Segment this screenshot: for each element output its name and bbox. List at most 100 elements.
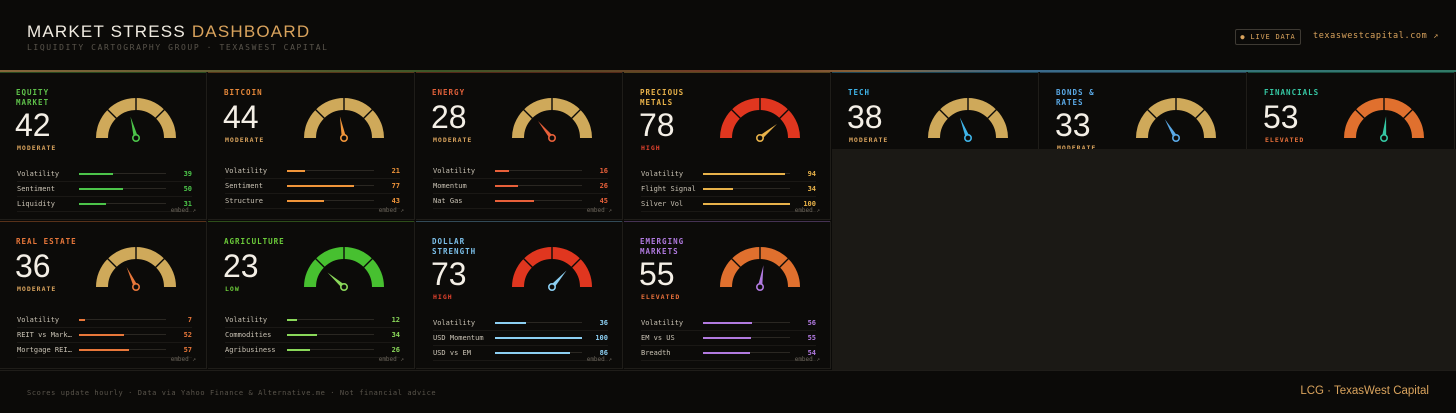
embed-link[interactable]: embed ↗ — [586, 207, 612, 214]
metric-value: 55 — [807, 334, 816, 342]
gauge-chart — [720, 97, 800, 142]
gauge-hub — [755, 133, 764, 142]
embed-link[interactable]: embed ↗ — [378, 207, 404, 214]
gauge-hub — [131, 282, 140, 291]
page-title: MARKET STRESS DASHBOARD — [27, 22, 310, 42]
title-main: MARKET STRESS — [27, 22, 186, 41]
metric-bar-fill — [79, 333, 125, 336]
gauge-tick — [362, 257, 374, 269]
card-level: MODERATE — [17, 144, 57, 152]
metric-row: Agribusiness 26 — [225, 343, 400, 358]
metric-bar-fill — [495, 199, 535, 202]
card-level: MODERATE — [433, 136, 473, 144]
metric-value: 86 — [599, 349, 608, 357]
metric-bar-fill — [703, 351, 750, 354]
metric-list: Volatility 56 EM vs US 55 Breadth 54 — [641, 316, 816, 361]
metric-row: Volatility 36 — [433, 316, 608, 331]
metric-bar-track — [79, 202, 166, 205]
metric-value: 100 — [803, 200, 816, 208]
header: MARKET STRESS DASHBOARD LIQUIDITY CARTOG… — [0, 0, 1456, 72]
gauge-tick — [1194, 108, 1206, 120]
card-accent-bar — [208, 72, 414, 73]
metric-bar-track — [495, 351, 582, 354]
metric-value: 26 — [391, 346, 400, 354]
stress-card[interactable]: ENERGY 28 MODERATE Volatility 16 Momentum 26 Na… — [416, 72, 623, 220]
metric-row: Nat Gas 45 — [433, 194, 608, 209]
gauge-needle — [130, 116, 139, 139]
gauge-needle — [126, 267, 138, 288]
metric-bar-track — [287, 348, 374, 351]
stress-card[interactable]: EQUITY MARKET 42 MODERATE Volatility 39 Senti… — [0, 72, 207, 220]
stress-card[interactable]: BITCOIN 44 MODERATE Volatility 21 Sentiment 77… — [208, 72, 415, 220]
gauge-chart — [304, 246, 384, 291]
metric-bar-fill — [703, 172, 785, 175]
gauge-tick — [730, 108, 742, 120]
card-score: 38 — [847, 99, 883, 135]
metric-value: 21 — [391, 167, 400, 175]
metric-bar-fill — [287, 333, 317, 336]
metric-bar-fill — [287, 318, 298, 321]
metric-value: 16 — [599, 167, 608, 175]
metric-label: Mortgage REI… — [17, 346, 72, 354]
stress-card[interactable]: PRECIOUS METALS 78 HIGH Volatility 94 Flight … — [624, 72, 831, 220]
gauge-needle — [1164, 119, 1178, 140]
metric-value: 34 — [391, 331, 400, 339]
metric-row: Volatility 16 — [433, 164, 608, 179]
metric-bar-track — [703, 336, 790, 339]
metric-bar-fill — [495, 169, 509, 172]
card-title: EMERGING MARKETS — [640, 237, 685, 256]
metric-bar-fill — [495, 336, 582, 339]
metric-bar-fill — [495, 321, 527, 324]
embed-link[interactable]: embed ↗ — [378, 356, 404, 363]
metric-label: USD Momentum — [433, 334, 484, 342]
card-accent-bar — [624, 221, 830, 222]
gauge-hub — [131, 133, 140, 142]
metric-row: Sentiment 77 — [225, 179, 400, 194]
metric-value: 52 — [183, 331, 192, 339]
metric-list: Volatility 21 Sentiment 77 Structure 43 — [225, 164, 400, 209]
gauge-needle — [339, 116, 347, 139]
page-subtitle: LIQUIDITY CARTOGRAPHY GROUP · TEXASWEST … — [27, 43, 329, 52]
gauge-tick — [938, 108, 950, 120]
metric-bar-track — [79, 172, 166, 175]
metric-value: 57 — [183, 346, 192, 354]
embed-link[interactable]: embed ↗ — [794, 207, 820, 214]
card-score: 23 — [223, 248, 259, 284]
card-title: PRECIOUS METALS — [640, 88, 685, 107]
metric-value: 36 — [599, 319, 608, 327]
card-level: ELEVATED — [641, 293, 681, 301]
embed-link[interactable]: embed ↗ — [586, 356, 612, 363]
stress-card[interactable]: REAL ESTATE 36 MODERATE Volatility 7 REIT vs … — [0, 221, 207, 369]
embed-link[interactable]: embed ↗ — [794, 356, 820, 363]
gauge-chart — [96, 97, 176, 142]
metric-row: Momentum 26 — [433, 179, 608, 194]
metric-bar-fill — [79, 187, 123, 190]
metric-value: 12 — [391, 316, 400, 324]
metric-label: Nat Gas — [433, 197, 463, 205]
live-data-badge[interactable]: ● LIVE DATA — [1235, 29, 1301, 45]
card-score: 53 — [1263, 99, 1299, 135]
metric-bar-fill — [703, 187, 733, 190]
gauge-hub — [1171, 133, 1180, 142]
metric-value: 56 — [807, 319, 816, 327]
card-accent-bar — [416, 72, 622, 73]
empty-panel — [832, 149, 1456, 370]
gauge-hub — [1379, 133, 1388, 142]
metric-row: Flight Signal 34 — [641, 182, 816, 197]
metric-bar-track — [495, 336, 582, 339]
card-score: 33 — [1055, 107, 1091, 143]
gauge-tick — [522, 257, 534, 269]
card-level: LOW — [225, 285, 240, 293]
stress-card[interactable]: AGRICULTURE 23 LOW Volatility 12 Commodities 3… — [208, 221, 415, 369]
metric-row: Commodities 34 — [225, 328, 400, 343]
metric-bar-track — [79, 187, 166, 190]
card-title: ENERGY — [432, 88, 466, 97]
metric-label: Silver Vol — [641, 200, 684, 208]
gauge-hub — [339, 133, 348, 142]
embed-link[interactable]: embed ↗ — [170, 207, 196, 214]
stress-card[interactable]: EMERGING MARKETS 55 ELEVATED Volatility 56 EM… — [624, 221, 831, 369]
metric-row: Volatility 56 — [641, 316, 816, 331]
stress-card[interactable]: DOLLAR STRENGTH 73 HIGH Volatility 36 USD Mom… — [416, 221, 623, 369]
embed-link[interactable]: embed ↗ — [170, 356, 196, 363]
site-link[interactable]: texaswestcapital.com ↗ — [1313, 31, 1439, 41]
